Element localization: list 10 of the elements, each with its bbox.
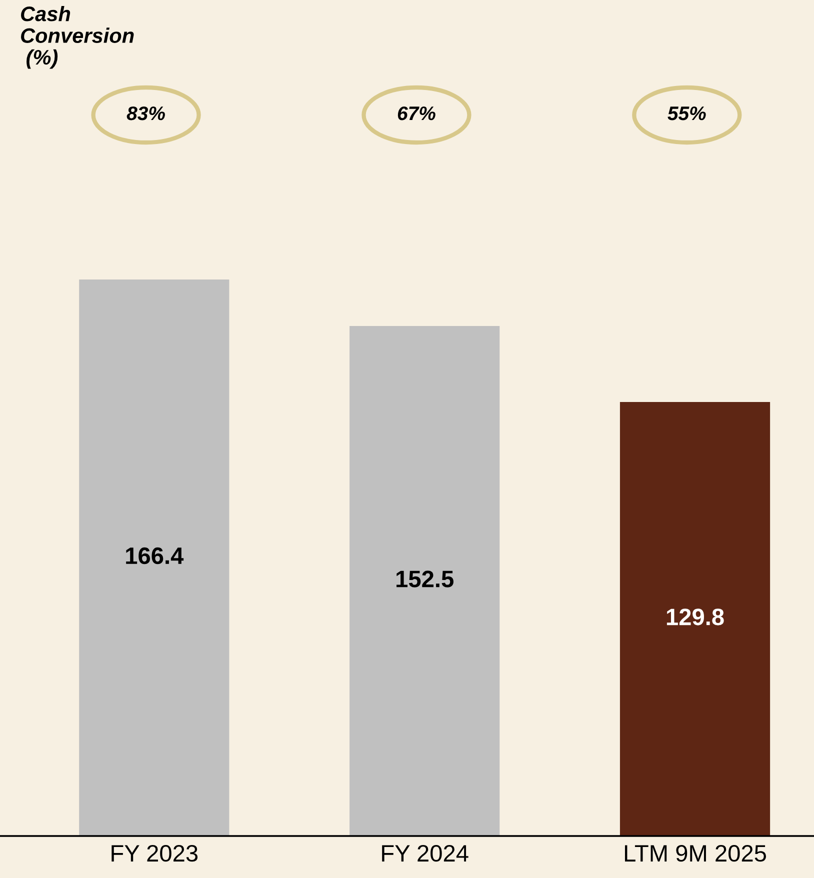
annotation: 67% [398,106,436,120]
data-label: 129.8 [666,608,724,626]
annotation: Cash Conversion (%) [21,6,134,69]
data-label: 166.4 [126,547,184,564]
annotation: 55% [668,106,706,120]
data-label: 152.5 [396,570,454,588]
x-tick-label: FY 2023 [112,844,198,862]
x-tick-label: FY 2024 [382,844,468,862]
annotation: 83% [126,106,165,120]
x-tick-label: LTM 9M 2025 [624,844,766,862]
